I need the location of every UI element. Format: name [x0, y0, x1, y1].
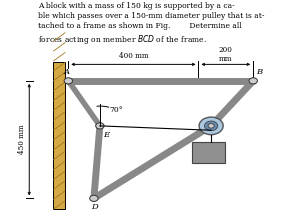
- Bar: [53, 62, 65, 209]
- Text: C: C: [217, 121, 223, 129]
- Circle shape: [96, 123, 104, 129]
- Circle shape: [199, 117, 223, 135]
- Text: E: E: [103, 131, 109, 139]
- Circle shape: [249, 78, 257, 84]
- Circle shape: [64, 78, 72, 84]
- Circle shape: [208, 124, 214, 128]
- Text: B: B: [256, 68, 262, 76]
- Bar: [191, 142, 225, 163]
- Text: 400 mm: 400 mm: [119, 52, 148, 60]
- Text: 200
mm: 200 mm: [219, 46, 233, 63]
- Circle shape: [204, 121, 218, 131]
- Text: A: A: [64, 68, 70, 76]
- Text: 70°: 70°: [109, 106, 123, 114]
- Text: 450 mm: 450 mm: [18, 125, 26, 154]
- Circle shape: [90, 195, 98, 201]
- Text: A block with a mass of 150 kg is supported by a ca-
ble which passes over a 150-: A block with a mass of 150 kg is support…: [38, 2, 264, 46]
- Circle shape: [207, 123, 215, 129]
- Text: D: D: [91, 203, 98, 211]
